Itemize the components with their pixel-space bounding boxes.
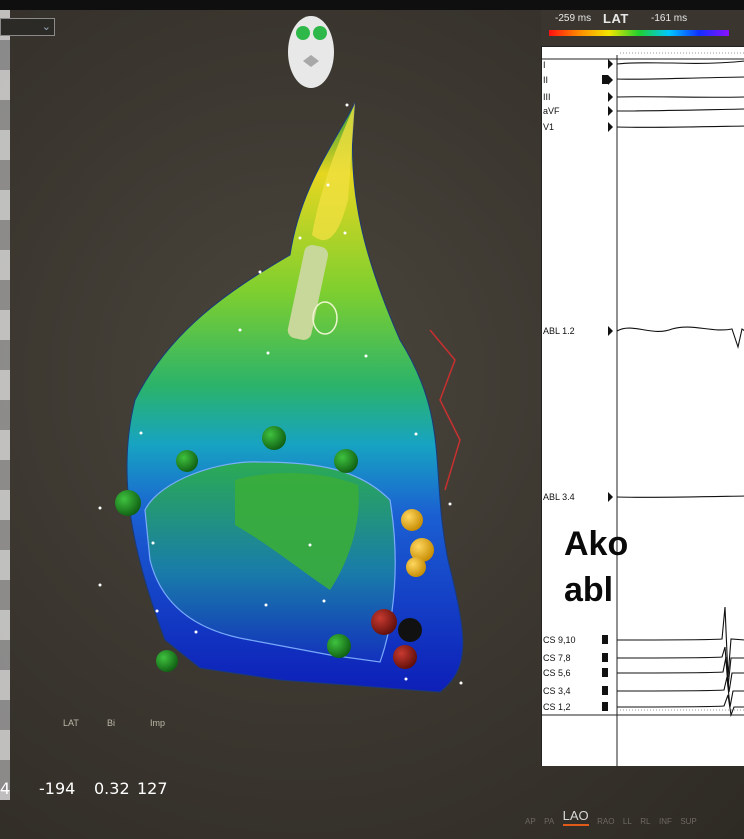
lat-color-scale: -259 ms LAT -161 ms — [541, 10, 744, 46]
lat-scale-min: -259 ms — [555, 13, 592, 24]
tab-ll[interactable]: LL — [622, 817, 632, 826]
tab-lao[interactable]: LAO — [562, 808, 589, 826]
channel-label: II — [543, 75, 549, 85]
callout-line-1: Ako — [564, 525, 629, 563]
channel-label: ABL 3.4 — [543, 492, 575, 502]
channel-label: I — [543, 60, 546, 70]
channel-label: CS 5,6 — [543, 668, 571, 678]
channel-label: ABL 1.2 — [543, 326, 575, 336]
channel-label: aVF — [543, 106, 560, 116]
tab-rl[interactable]: RL — [640, 817, 651, 826]
channel-label: CS 3,4 — [543, 686, 571, 696]
lat-color-bar — [549, 30, 729, 36]
tab-inf[interactable]: INF — [658, 817, 672, 826]
anatomy-map-canvas[interactable] — [0, 0, 540, 800]
channel-label: CS 1,2 — [543, 702, 571, 712]
channel-label: CS 9,10 — [543, 635, 576, 645]
lat-header: LAT — [63, 718, 79, 728]
chevron-down-icon: ⌄ — [41, 21, 51, 33]
channel-label: V1 — [543, 122, 555, 132]
tab-pa[interactable]: PA — [544, 817, 555, 826]
callout-line-2: abl — [564, 571, 614, 609]
tab-rao[interactable]: RAO — [597, 817, 615, 826]
signal-panel[interactable]: I II III aVF V1 ABL 1.2 ABL 3.4 CS 9,10 … — [541, 46, 744, 766]
lat-value: -194 — [39, 779, 76, 798]
left-atrium-shell[interactable] — [126, 102, 464, 693]
lat-scale-title: LAT — [603, 11, 629, 26]
view-orientation-tabs: AP PA LAO RAO LL RL INF SUP — [525, 808, 701, 832]
top-bar — [0, 0, 744, 10]
orientation-head-icon[interactable] — [288, 16, 334, 88]
left-edge-panel — [0, 10, 10, 800]
tab-sup[interactable]: SUP — [680, 817, 697, 826]
map-select-dropdown[interactable]: ⌄ — [0, 18, 55, 36]
tab-ap[interactable]: AP — [525, 817, 536, 826]
imp-value: 127 — [137, 779, 168, 798]
ablation-tag-markers[interactable] — [115, 426, 540, 800]
mapping-points — [98, 103, 463, 685]
bi-value: 0.32 — [94, 779, 130, 798]
channel-label: CS 7,8 — [543, 653, 571, 663]
channel-label: III — [543, 92, 551, 102]
signal-traces — [542, 52, 744, 766]
bi-header: Bi — [107, 718, 116, 728]
imp-header: Imp — [150, 718, 166, 728]
point-number: 4 — [0, 779, 11, 798]
lat-scale-max: -161 ms — [651, 13, 688, 24]
